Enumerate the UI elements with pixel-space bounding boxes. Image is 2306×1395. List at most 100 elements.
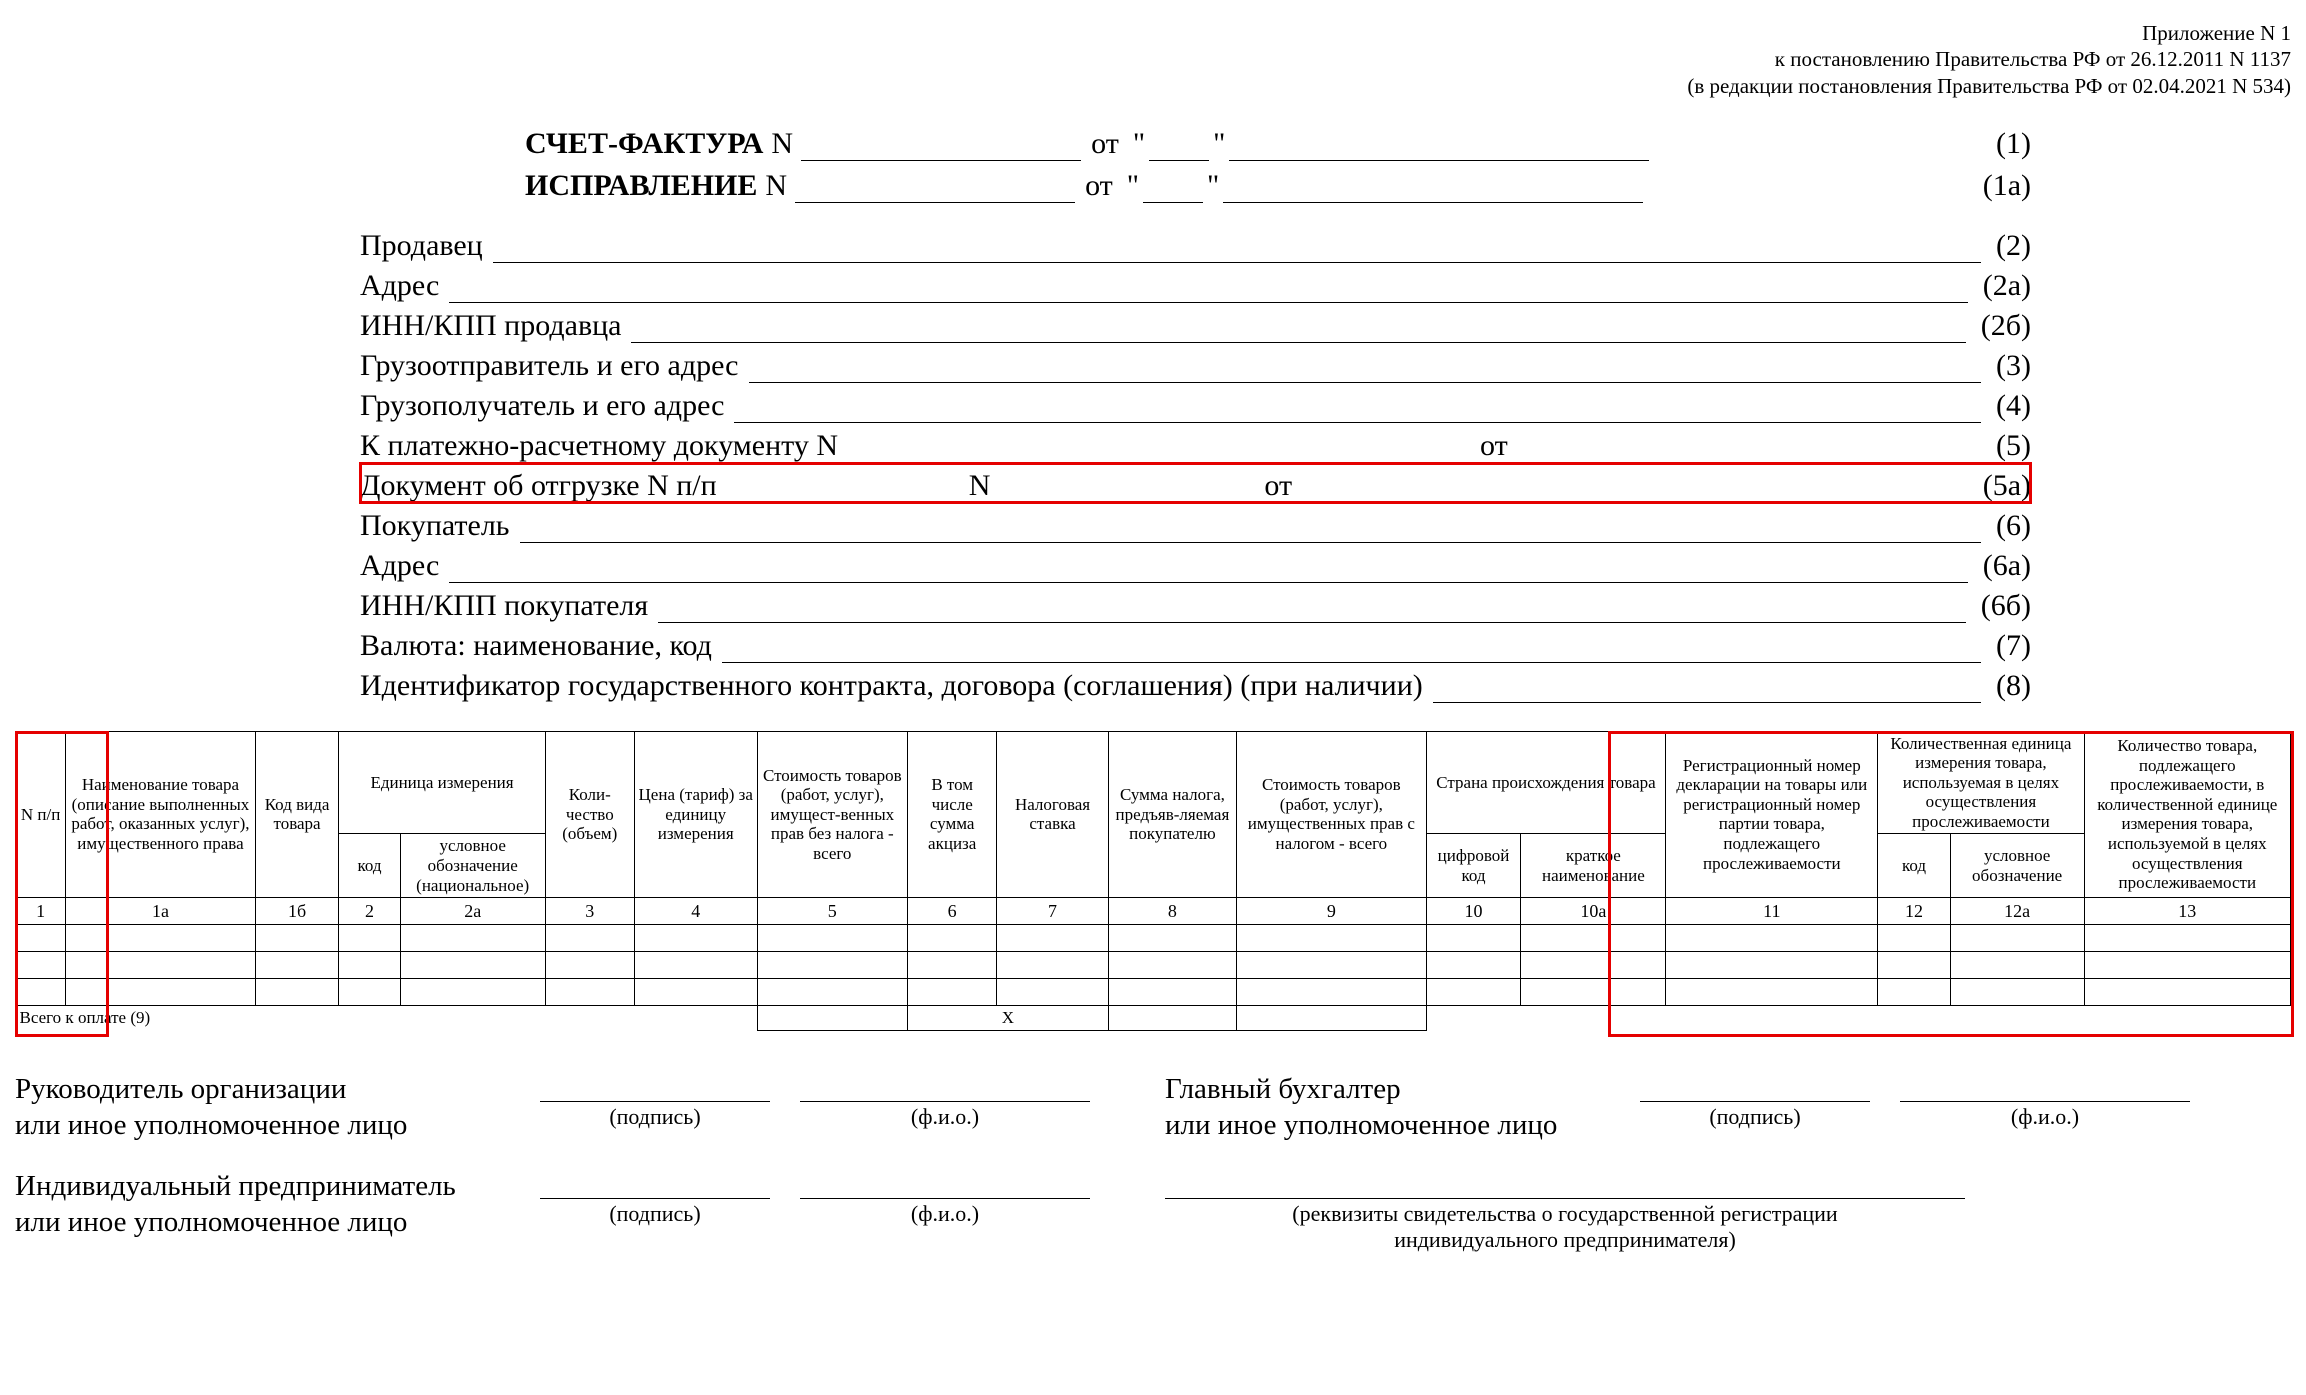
ip-req-wrap: (реквизиты свидетельства о государственн… — [1165, 1168, 1965, 1253]
table-row — [16, 952, 2291, 979]
inn-buyer-label: ИНН/КПП покупателя — [360, 589, 658, 623]
col-1b-header: Код вида товара — [255, 731, 339, 897]
colnum-13: 13 — [2084, 898, 2290, 925]
total-col8 — [1108, 1006, 1236, 1031]
colnum-1b: 1б — [255, 898, 339, 925]
shipdoc-from: от — [1252, 469, 1304, 503]
colnum-10: 10 — [1426, 898, 1521, 925]
col-12a-header: условное обозначение — [1950, 834, 2084, 898]
head-sign-line — [540, 1071, 770, 1102]
head-fio-wrap: (ф.и.о.) — [800, 1071, 1090, 1130]
total-row: Всего к оплате (9) X — [16, 1006, 2291, 1031]
colnum-6: 6 — [908, 898, 997, 925]
colnum-10a: 10а — [1521, 898, 1666, 925]
col-10a-header: краткое наименование — [1521, 834, 1666, 898]
shipper-code: (3) — [1981, 349, 2031, 383]
payment-label: К платежно-расчетному документу N — [360, 429, 848, 463]
inn-seller-blank — [631, 320, 1965, 343]
currency-code: (7) — [1981, 629, 2031, 663]
correction-day-blank — [1143, 176, 1203, 203]
seller-label: Продавец — [360, 229, 493, 263]
shipdoc-row: Документ об отгрузке N п/п N от (5а) — [360, 463, 2031, 503]
table-row — [16, 925, 2291, 952]
currency-row: Валюта: наименование, код (7) — [360, 623, 2031, 663]
appendix-header: Приложение N 1 к постановлению Правитель… — [15, 20, 2291, 99]
items-table-wrap: N п/п Наименование товара (описание выпо… — [15, 731, 2291, 1031]
table-row — [16, 979, 2291, 1006]
consignee-code: (4) — [1981, 389, 2031, 423]
colnum-4: 4 — [634, 898, 757, 925]
column-number-row: 1 1а 1б 2 2а 3 4 5 6 7 8 9 10 10а 11 12 … — [16, 898, 2291, 925]
buyer-addr-row: Адрес (6а) — [360, 543, 2031, 583]
correction-number-blank — [795, 176, 1075, 203]
ip-req-cap: (реквизиты свидетельства о государственн… — [1292, 1201, 1837, 1253]
buyer-addr-code: (6а) — [1968, 549, 2031, 583]
seller-addr-code: (2а) — [1968, 269, 2031, 303]
chief-sign-wrap: (подпись) — [1640, 1071, 1870, 1130]
title-block: СЧЕТ-ФАКТУРА N от " " (1) ИСПРАВЛЕНИЕ N … — [525, 119, 2031, 203]
correction-label: ИСПРАВЛЕНИЕ — [525, 169, 757, 203]
fields-block: Продавец (2) Адрес (2а) ИНН/КПП продавца… — [360, 223, 2031, 703]
chief-fio-cap: (ф.и.о.) — [2011, 1104, 2079, 1130]
col-qunit-header: Количественная единица измерения товара,… — [1878, 731, 2084, 834]
total-col9 — [1237, 1006, 1427, 1031]
shipper-label: Грузоотправитель и его адрес — [360, 349, 749, 383]
shipdoc-N: N — [957, 469, 1003, 503]
N-letter-2: N — [765, 169, 787, 203]
buyer-row: Покупатель (6) — [360, 503, 2031, 543]
col-2a-header: условное обозначение (национальное) — [400, 834, 545, 898]
head-fio-line — [800, 1071, 1090, 1102]
from-label-1: от — [1091, 127, 1119, 161]
col-8-header: Сумма налога, предъяв-ляемая покупателю — [1108, 731, 1236, 897]
colnum-12: 12 — [1878, 898, 1950, 925]
colnum-2a: 2а — [400, 898, 545, 925]
col-2-header: код — [339, 834, 400, 898]
ip-fio-line — [800, 1168, 1090, 1199]
currency-label: Валюта: наименование, код — [360, 629, 722, 663]
head-sign-cap: (подпись) — [609, 1104, 700, 1130]
consignee-blank — [734, 400, 1981, 423]
payment-row: К платежно-расчетному документу N от (5) — [360, 423, 2031, 463]
correction-row: ИСПРАВЛЕНИЕ N от " " (1а) — [525, 161, 2031, 203]
payment-from: от — [1468, 429, 1520, 463]
chief-fio-wrap: (ф.и.о.) — [1900, 1071, 2190, 1130]
ip-text: Индивидуальный предприниматель или иное … — [15, 1170, 456, 1238]
quote-4: " — [1207, 169, 1219, 203]
appendix-line1: Приложение N 1 — [15, 20, 2291, 46]
col-6-header: В том числе сумма акциза — [908, 731, 997, 897]
chief-label: Главный бухгалтер или иное уполномоченно… — [1165, 1071, 1625, 1144]
invoice-number-blank — [801, 134, 1081, 161]
inn-buyer-row: ИНН/КПП покупателя (6б) — [360, 583, 2031, 623]
contract-label: Идентификатор государственного контракта… — [360, 669, 1433, 703]
payment-date-blank — [1520, 440, 1981, 463]
ip-req-line — [1165, 1168, 1965, 1199]
col-5-header: Стоимость товаров (работ, услуг), имущес… — [757, 731, 908, 897]
buyer-blank — [520, 520, 1982, 543]
colnum-1: 1 — [16, 898, 66, 925]
total-label: Всего к оплате (9) — [16, 1006, 758, 1031]
appendix-line3: (в редакции постановления Правительства … — [15, 73, 2291, 99]
contract-code: (8) — [1981, 669, 2031, 703]
line1-code: (1) — [1996, 127, 2031, 161]
shipper-blank — [749, 360, 1982, 383]
colnum-5: 5 — [757, 898, 908, 925]
ip-fio-cap: (ф.и.о.) — [911, 1201, 979, 1227]
payment-code: (5) — [1981, 429, 2031, 463]
quote-2: " — [1213, 127, 1225, 161]
col-4-header: Цена (тариф) за единицу измерения — [634, 731, 757, 897]
seller-row: Продавец (2) — [360, 223, 2031, 263]
N-letter: N — [771, 127, 793, 161]
col-11-header: Регистрационный номер декларации на това… — [1666, 731, 1878, 897]
total-tail — [1426, 1006, 2290, 1031]
inn-seller-row: ИНН/КПП продавца (2б) — [360, 303, 2031, 343]
colnum-2: 2 — [339, 898, 400, 925]
colnum-3: 3 — [545, 898, 634, 925]
sig-row-1: Руководитель организации или иное уполно… — [15, 1071, 2291, 1144]
shipdoc-date-blank — [1304, 480, 1968, 503]
col-country-header: Страна происхождения товара — [1426, 731, 1666, 834]
inn-seller-label: ИНН/КПП продавца — [360, 309, 631, 343]
ip-sign-cap: (подпись) — [609, 1201, 700, 1227]
quote-3: " — [1127, 169, 1139, 203]
payment-num-blank — [848, 440, 1468, 463]
head-fio-cap: (ф.и.о.) — [911, 1104, 979, 1130]
